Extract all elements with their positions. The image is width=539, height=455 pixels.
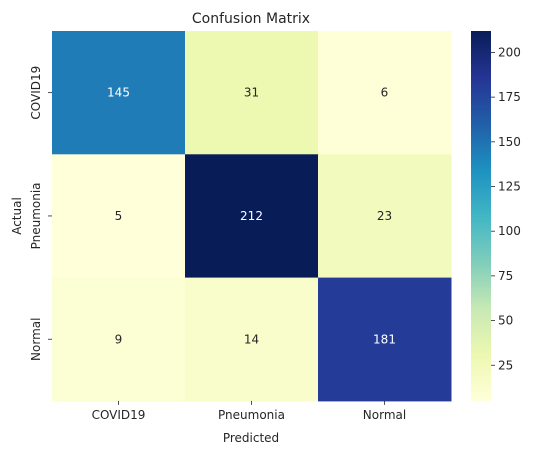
cell-value-label: 181	[373, 332, 396, 346]
chart-title: Confusion Matrix	[192, 11, 310, 27]
colorbar-tick-label: 125	[498, 180, 521, 194]
y-tick-label: Normal	[29, 318, 43, 361]
heatmap-cell	[318, 277, 452, 402]
colorbar	[471, 31, 491, 401]
cell-value-label: 9	[115, 332, 123, 346]
colorbar-axis: 25 50 75 100 125 150 175 200	[491, 45, 521, 372]
heatmap-cell	[318, 154, 452, 279]
y-tick-label: COVID19	[29, 66, 43, 120]
colorbar-tick-label: 100	[498, 224, 521, 238]
cell-value-label: 14	[244, 332, 259, 346]
cell-value-label: 145	[107, 86, 130, 100]
x-tick-label: Pneumonia	[218, 408, 285, 422]
heatmap-cell	[52, 154, 186, 279]
heatmap-cell	[52, 31, 186, 155]
x-tick-label: Normal	[363, 408, 406, 422]
y-tick-label: Pneumonia	[29, 182, 43, 249]
colorbar-tick-label: 25	[498, 358, 513, 372]
heatmap-cell	[185, 31, 319, 155]
heatmap-cell	[52, 277, 186, 402]
colorbar-tick-label: 200	[498, 45, 521, 59]
x-axis: COVID19 Pneumonia Normal	[92, 400, 406, 422]
heatmap-cell	[185, 154, 319, 279]
cell-value-label: 31	[244, 86, 259, 100]
colorbar-tick-label: 50	[498, 314, 513, 328]
x-axis-label: Predicted	[223, 431, 279, 445]
heatmap-cells: 145 31 6 5 212 23 9 14 181	[52, 31, 452, 402]
colorbar-tick-label: 175	[498, 90, 521, 104]
heatmap-cell	[318, 31, 452, 155]
cell-value-label: 212	[240, 209, 263, 223]
cell-value-label: 23	[377, 209, 392, 223]
colorbar-tick-label: 75	[498, 269, 513, 283]
colorbar-tick-label: 150	[498, 135, 521, 149]
y-axis-label: Actual	[10, 197, 24, 235]
y-axis: COVID19 Pneumonia Normal	[29, 66, 52, 361]
cell-value-label: 5	[115, 209, 123, 223]
x-tick-label: COVID19	[92, 408, 146, 422]
cell-value-label: 6	[381, 86, 389, 100]
heatmap-cell	[185, 277, 319, 402]
